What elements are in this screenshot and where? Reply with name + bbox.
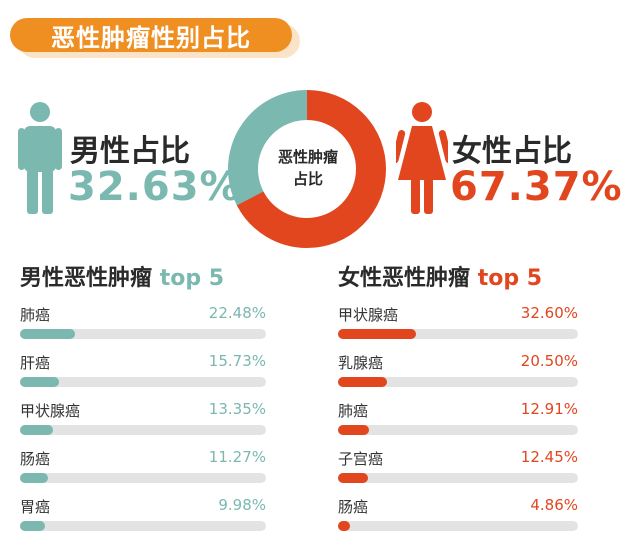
title-banner: 恶性肿瘤性别占比	[10, 18, 300, 58]
male-cancer-name: 肝癌	[20, 354, 51, 372]
female-row: 子宫癌 12.45%	[338, 448, 578, 496]
male-bar-fill	[20, 425, 53, 435]
male-bar-fill	[20, 377, 59, 387]
female-bar-fill	[338, 473, 368, 483]
male-row: 肺癌 22.48%	[20, 304, 266, 352]
female-bar-track	[338, 377, 578, 387]
male-cancer-name: 肠癌	[20, 450, 51, 468]
male-cancer-name: 胃癌	[20, 498, 51, 516]
male-bar-track	[20, 473, 266, 483]
male-bar-track	[20, 425, 266, 435]
female-row: 甲状腺癌 32.60%	[338, 304, 578, 352]
female-bar-fill	[338, 521, 350, 531]
male-top5-title-accent: top 5	[159, 266, 225, 291]
female-bar-fill	[338, 377, 388, 387]
male-ratio-label: 男性占比	[70, 134, 190, 169]
female-ratio-value: 67.37%	[450, 164, 622, 210]
male-cancer-percent: 11.27%	[208, 448, 266, 466]
donut-slice-female	[228, 90, 386, 248]
page-title: 恶性肿瘤性别占比	[10, 18, 292, 52]
donut-center-line-1: 恶性肿瘤	[277, 148, 338, 166]
female-cancer-percent: 32.60%	[520, 304, 578, 322]
male-top5-title-text: 男性恶性肿瘤	[20, 266, 153, 291]
male-cancer-percent: 22.48%	[208, 304, 266, 322]
female-bar-fill	[338, 425, 369, 435]
female-top5-title: 女性恶性肿瘤 top 5	[338, 260, 542, 292]
male-cancer-percent: 13.35%	[208, 400, 266, 418]
male-bar-fill	[20, 473, 48, 483]
female-bar-track	[338, 521, 578, 531]
male-cancer-name: 肺癌	[20, 306, 51, 324]
male-row: 肠癌 11.27%	[20, 448, 266, 496]
female-top5-title-accent: top 5	[477, 266, 543, 291]
female-top5-title-text: 女性恶性肿瘤	[338, 266, 471, 291]
donut-center-line-2: 占比	[292, 170, 323, 188]
female-bar-track	[338, 329, 578, 339]
female-cancer-name: 乳腺癌	[338, 354, 384, 372]
male-ratio-value: 32.63%	[68, 164, 241, 210]
female-row: 肠癌 4.86%	[338, 496, 578, 544]
female-cancer-name: 甲状腺癌	[338, 306, 399, 324]
male-bar-track	[20, 377, 266, 387]
male-row: 甲状腺癌 13.35%	[20, 400, 266, 448]
male-top5-title: 男性恶性肿瘤 top 5	[20, 260, 224, 292]
female-cancer-name: 肠癌	[338, 498, 369, 516]
female-cancer-percent: 12.45%	[520, 448, 578, 466]
female-cancer-name: 子宫癌	[338, 450, 384, 468]
donut-center-label: 恶性肿瘤 占比	[258, 146, 358, 190]
female-row: 肺癌 12.91%	[338, 400, 578, 448]
male-bar-track	[20, 521, 266, 531]
female-bar-track	[338, 473, 578, 483]
sex-ratio-donut	[228, 90, 386, 248]
female-cancer-name: 肺癌	[338, 402, 369, 420]
male-cancer-percent: 15.73%	[208, 352, 266, 370]
male-bar-fill	[20, 521, 45, 531]
female-bar-track	[338, 425, 578, 435]
female-row: 乳腺癌 20.50%	[338, 352, 578, 400]
male-row: 胃癌 9.98%	[20, 496, 266, 544]
female-bar-fill	[338, 329, 417, 339]
female-cancer-percent: 4.86%	[530, 496, 578, 514]
male-cancer-percent: 9.98%	[218, 496, 266, 514]
female-cancer-percent: 12.91%	[520, 400, 578, 418]
male-person-icon	[18, 102, 62, 214]
male-bar-fill	[20, 329, 76, 339]
male-cancer-name: 甲状腺癌	[20, 402, 81, 420]
male-row: 肝癌 15.73%	[20, 352, 266, 400]
female-ratio-label: 女性占比	[452, 134, 572, 169]
female-cancer-percent: 20.50%	[520, 352, 578, 370]
male-bar-track	[20, 329, 266, 339]
female-person-icon	[396, 102, 448, 214]
